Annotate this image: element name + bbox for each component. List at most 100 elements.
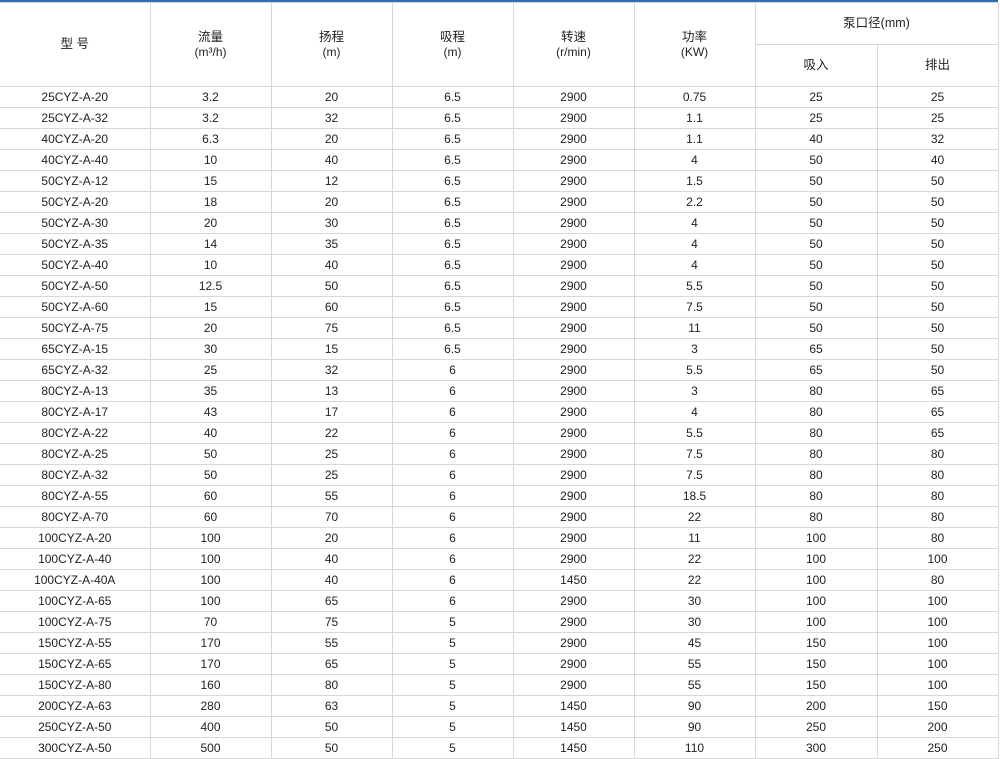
cell-inlet: 80 (754, 422, 878, 444)
cell-model: 100CYZ-A-75 (0, 611, 151, 633)
table-row: 150CYZ-A-55 170 55 5 2900 45 150 100 (0, 632, 999, 654)
cell-flow: 6.3 (149, 128, 272, 150)
cell-suction: 6 (391, 422, 514, 444)
header-head-label: 扬程 (318, 29, 344, 44)
cell-speed: 2900 (512, 107, 635, 129)
cell-model: 250CYZ-A-50 (0, 716, 151, 738)
cell-suction: 5 (391, 695, 514, 717)
cell-speed: 1450 (512, 695, 635, 717)
cell-head: 40 (270, 548, 393, 570)
cell-speed: 2900 (512, 359, 635, 381)
cell-model: 80CYZ-A-17 (0, 401, 151, 423)
cell-power: 30 (633, 611, 756, 633)
cell-flow: 14 (149, 233, 272, 255)
cell-power: 7.5 (633, 443, 756, 465)
cell-head: 50 (270, 716, 393, 738)
cell-outlet: 25 (876, 86, 999, 108)
cell-suction: 6.5 (391, 149, 514, 171)
table-row: 80CYZ-A-32 50 25 6 2900 7.5 80 80 (0, 464, 999, 486)
cell-head: 55 (270, 485, 393, 507)
cell-inlet: 50 (754, 254, 878, 276)
header-suction-unit: (m) (443, 44, 462, 59)
cell-power: 1.1 (633, 107, 756, 129)
cell-model: 50CYZ-A-35 (0, 233, 151, 255)
table-row: 50CYZ-A-12 15 12 6.5 2900 1.5 50 50 (0, 170, 999, 192)
cell-flow: 12.5 (149, 275, 272, 297)
cell-outlet: 50 (876, 233, 999, 255)
cell-inlet: 150 (754, 653, 878, 675)
cell-suction: 6.5 (391, 338, 514, 360)
header-suction-label: 吸程 (439, 29, 465, 44)
cell-suction: 6.5 (391, 296, 514, 318)
cell-power: 3 (633, 380, 756, 402)
table-row: 50CYZ-A-75 20 75 6.5 2900 11 50 50 (0, 317, 999, 339)
cell-inlet: 300 (754, 737, 878, 759)
cell-model: 80CYZ-A-70 (0, 506, 151, 528)
cell-power: 22 (633, 548, 756, 570)
cell-power: 22 (633, 569, 756, 591)
cell-speed: 2900 (512, 527, 635, 549)
cell-power: 90 (633, 716, 756, 738)
cell-model: 50CYZ-A-50 (0, 275, 151, 297)
cell-suction: 6 (391, 485, 514, 507)
cell-power: 5.5 (633, 422, 756, 444)
cell-model: 300CYZ-A-50 (0, 737, 151, 759)
cell-head: 13 (270, 380, 393, 402)
cell-inlet: 25 (754, 86, 878, 108)
cell-speed: 2900 (512, 674, 635, 696)
cell-power: 18.5 (633, 485, 756, 507)
table-row: 50CYZ-A-60 15 60 6.5 2900 7.5 50 50 (0, 296, 999, 318)
table-row: 80CYZ-A-22 40 22 6 2900 5.5 80 65 (0, 422, 999, 444)
cell-suction: 5 (391, 653, 514, 675)
header-power-label: 功率 (681, 29, 707, 44)
header-outlet: 排出 (876, 44, 999, 87)
table-row: 65CYZ-A-15 30 15 6.5 2900 3 65 50 (0, 338, 999, 360)
cell-flow: 160 (149, 674, 272, 696)
cell-model: 50CYZ-A-20 (0, 191, 151, 213)
table-row: 50CYZ-A-50 12.5 50 6.5 2900 5.5 50 50 (0, 275, 999, 297)
table-row: 50CYZ-A-30 20 30 6.5 2900 4 50 50 (0, 212, 999, 234)
cell-power: 3 (633, 338, 756, 360)
cell-inlet: 100 (754, 611, 878, 633)
cell-model: 150CYZ-A-65 (0, 653, 151, 675)
cell-suction: 6.5 (391, 170, 514, 192)
cell-outlet: 50 (876, 170, 999, 192)
cell-head: 32 (270, 359, 393, 381)
cell-power: 55 (633, 674, 756, 696)
cell-flow: 170 (149, 632, 272, 654)
header-flow-unit: (m³/h) (194, 44, 227, 59)
cell-speed: 2900 (512, 338, 635, 360)
cell-outlet: 80 (876, 443, 999, 465)
table-row: 50CYZ-A-35 14 35 6.5 2900 4 50 50 (0, 233, 999, 255)
table-row: 100CYZ-A-75 70 75 5 2900 30 100 100 (0, 611, 999, 633)
cell-flow: 60 (149, 485, 272, 507)
cell-outlet: 100 (876, 653, 999, 675)
cell-outlet: 50 (876, 317, 999, 339)
cell-inlet: 50 (754, 191, 878, 213)
cell-suction: 6.5 (391, 212, 514, 234)
cell-power: 4 (633, 254, 756, 276)
cell-inlet: 80 (754, 485, 878, 507)
cell-head: 60 (270, 296, 393, 318)
cell-flow: 100 (149, 569, 272, 591)
cell-flow: 70 (149, 611, 272, 633)
cell-inlet: 50 (754, 296, 878, 318)
cell-speed: 2900 (512, 653, 635, 675)
cell-model: 100CYZ-A-20 (0, 527, 151, 549)
cell-model: 100CYZ-A-40 (0, 548, 151, 570)
cell-head: 12 (270, 170, 393, 192)
cell-inlet: 80 (754, 464, 878, 486)
cell-speed: 2900 (512, 317, 635, 339)
cell-speed: 2900 (512, 485, 635, 507)
cell-outlet: 100 (876, 548, 999, 570)
cell-head: 20 (270, 191, 393, 213)
header-inlet: 吸入 (755, 44, 878, 87)
cell-power: 2.2 (633, 191, 756, 213)
cell-inlet: 50 (754, 317, 878, 339)
cell-power: 110 (633, 737, 756, 759)
cell-inlet: 100 (754, 548, 878, 570)
cell-flow: 100 (149, 548, 272, 570)
cell-outlet: 80 (876, 485, 999, 507)
